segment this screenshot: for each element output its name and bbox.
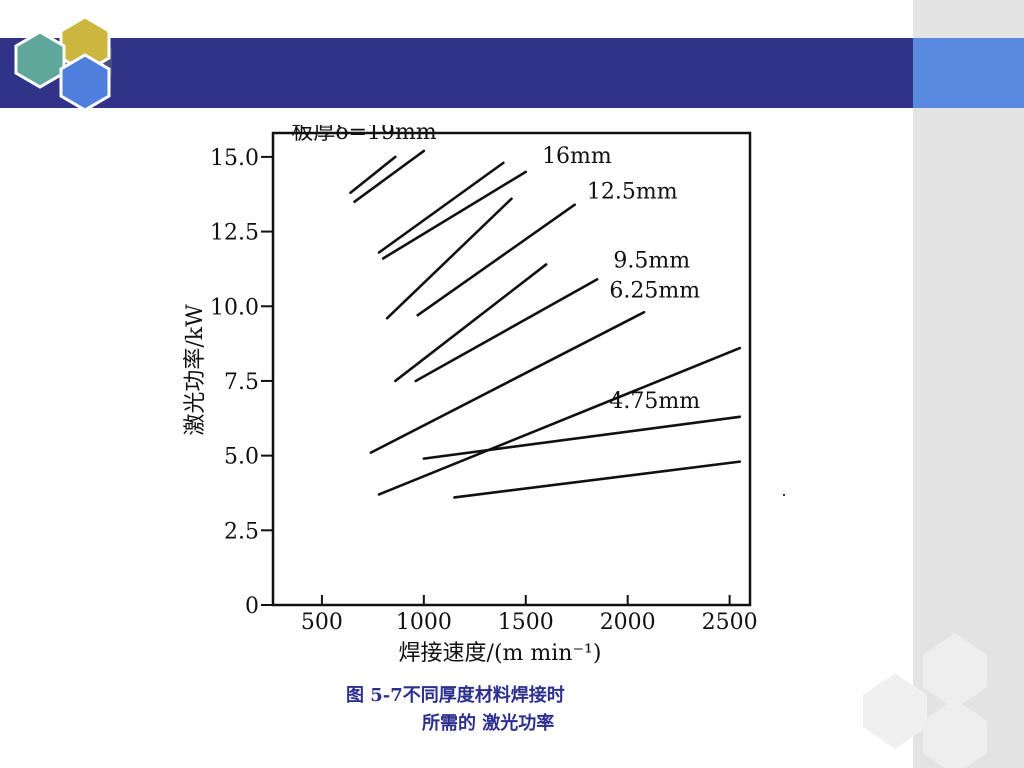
y-tick-label: 2.5: [224, 519, 259, 544]
x-axis-label: 焊接速度/(m min⁻¹): [399, 641, 602, 666]
series-line: [416, 203, 576, 317]
series-line: [369, 310, 646, 454]
y-tick-label: 7.5: [224, 370, 259, 395]
series-line: [422, 415, 742, 460]
series-line: [353, 149, 426, 204]
x-tick-label: 2000: [600, 610, 656, 635]
x-tick-label: 1500: [498, 610, 554, 635]
figure-caption: 图 5-7不同厚度材料焊接时 所需的 激光功率: [300, 682, 680, 738]
thickness-label: 9.5mm: [613, 248, 690, 273]
series-line: [385, 197, 513, 320]
series-line: [377, 346, 742, 496]
line-annotations: 板厚δ=19mm 16mm 12.5mm 9.5mm 6.25mm 4.75mm: [291, 125, 700, 414]
caption-line-2: 所需的 激光功率: [422, 713, 555, 734]
series-line: [453, 460, 742, 499]
hexagon-logo-icon: [14, 15, 112, 112]
thickness-label: 4.75mm: [609, 389, 700, 414]
series-line: [377, 161, 505, 254]
side-panel: [913, 0, 1024, 768]
x-tick-label: 500: [301, 610, 343, 635]
y-tick-label: 0: [245, 594, 259, 619]
header-band-accent: [913, 38, 1024, 108]
y-axis-label: 激光功率/kW: [183, 304, 208, 436]
stray-dot: [783, 494, 785, 496]
thickness-label: 12.5mm: [587, 180, 678, 205]
series-line: [394, 263, 548, 383]
header-band: [0, 38, 913, 108]
y-tick-label: 10.0: [210, 295, 259, 320]
y-tick-label: 12.5: [210, 221, 259, 246]
laser-power-chart: 0 2.5 5.0 7.5 10.0 12.5 15.0 500 1000 1500 2000 250…: [183, 125, 758, 666]
series-line: [414, 278, 599, 383]
x-tick-label: 2500: [702, 610, 758, 635]
x-tick-label: 1000: [396, 610, 452, 635]
axis-ticks: 0 2.5 5.0 7.5 10.0 12.5 15.0 500 1000 1500 2000 250…: [210, 146, 758, 635]
plot-area-frame: [271, 131, 752, 607]
caption-line-1: 图 5-7不同厚度材料焊接时: [346, 685, 565, 706]
data-lines: [349, 149, 742, 499]
y-tick-label: 15.0: [210, 146, 259, 171]
hexagon-decoration-icon: [863, 633, 987, 768]
series-line: [349, 155, 397, 195]
thickness-label: 16mm: [542, 144, 612, 169]
thickness-label: 板厚δ=19mm: [291, 125, 437, 145]
y-tick-label: 5.0: [224, 445, 259, 470]
thickness-label: 6.25mm: [609, 278, 700, 303]
series-line: [381, 170, 528, 260]
